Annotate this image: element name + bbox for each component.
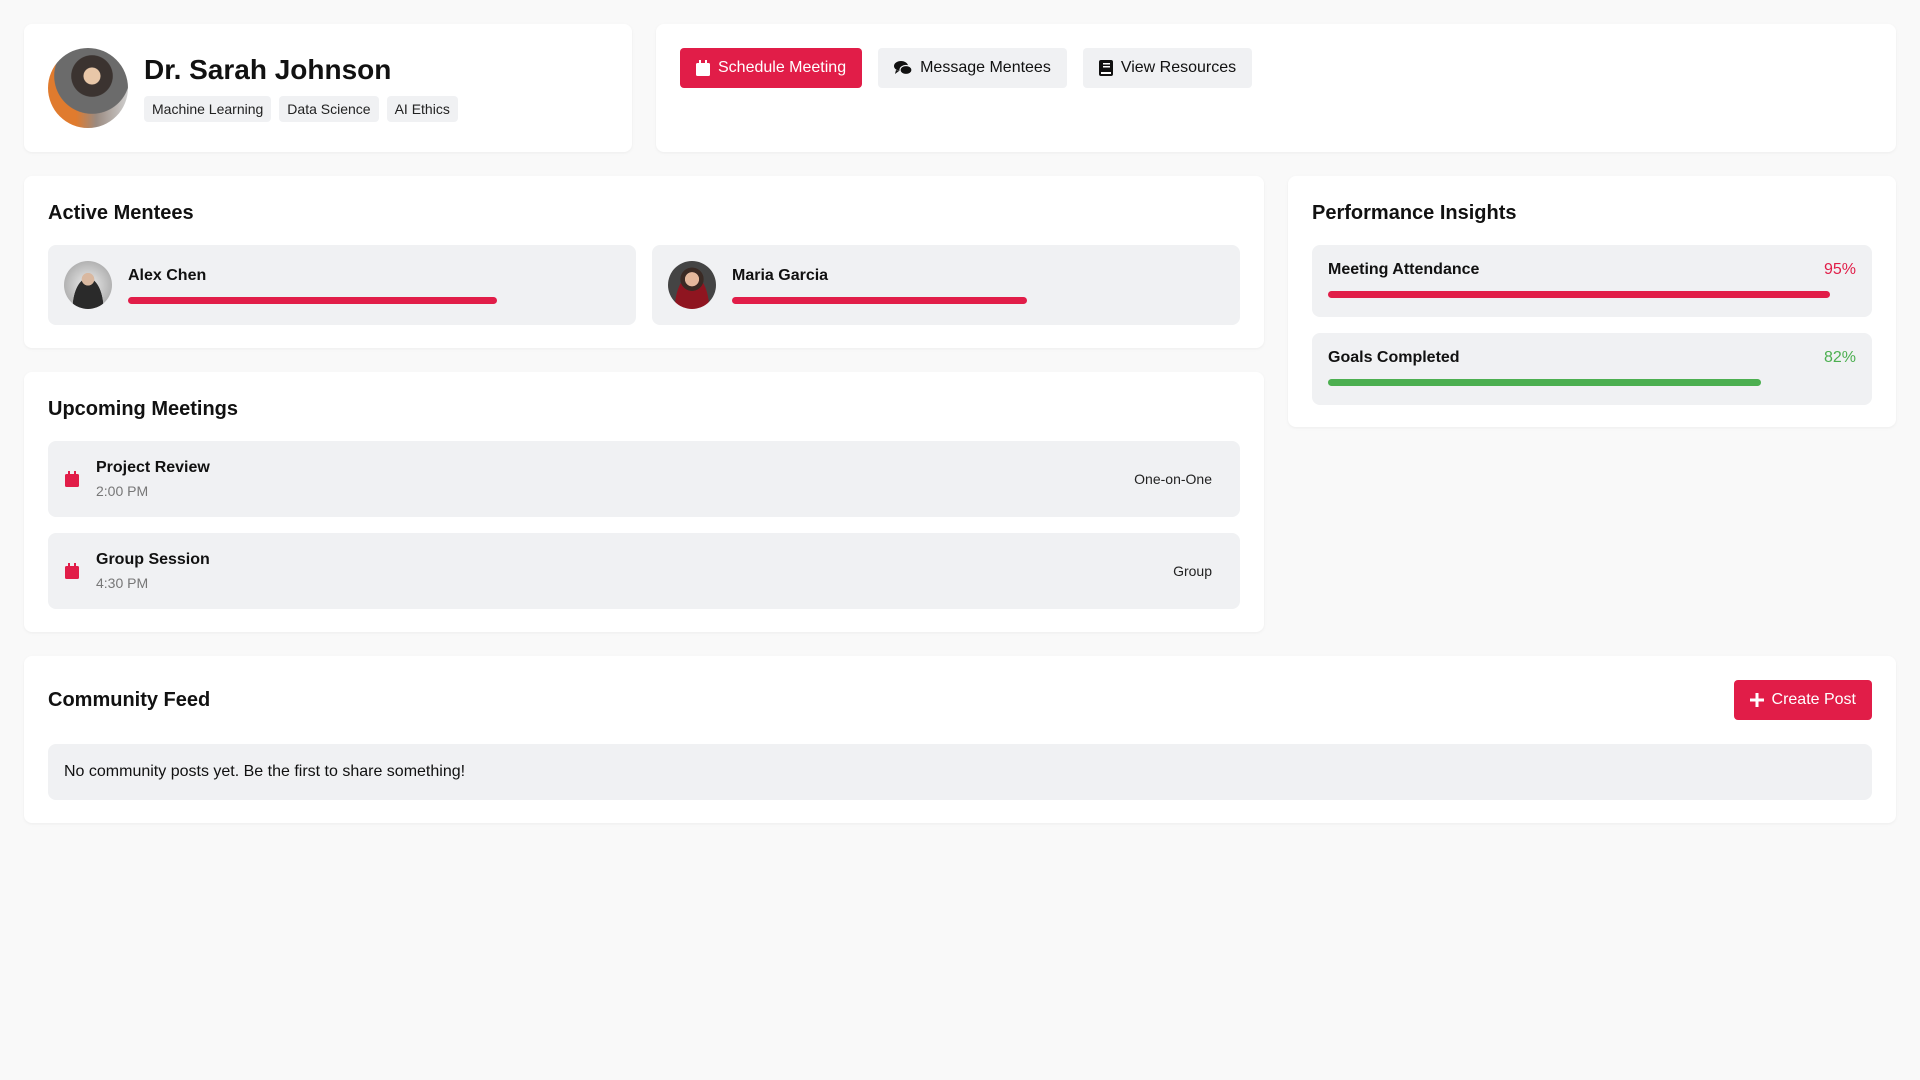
meeting-title: Project Review xyxy=(96,459,210,476)
tag: Machine Learning xyxy=(144,96,272,122)
message-mentees-label: Message Mentees xyxy=(920,59,1051,76)
calendar-icon xyxy=(65,563,79,579)
meeting-item[interactable]: Group Session 4:30 PM Group xyxy=(48,533,1240,609)
metric-progress-bar xyxy=(1328,291,1856,298)
tag: Data Science xyxy=(279,96,379,122)
meeting-item[interactable]: Project Review 2:00 PM One-on-One xyxy=(48,441,1240,517)
create-post-button[interactable]: Create Post xyxy=(1733,680,1872,720)
metric-value: 82% xyxy=(1823,349,1856,366)
actions-card: Schedule Meeting Message Mentees View Re… xyxy=(656,24,1896,152)
view-resources-label: View Resources xyxy=(1120,59,1237,76)
empty-feed-message: No community posts yet. Be the first to … xyxy=(48,744,1872,800)
meeting-time: 2:00 PM xyxy=(96,483,149,499)
metric-progress-bar xyxy=(1328,379,1856,386)
active-mentees-card: Active Mentees Alex Chen Maria Garcia xyxy=(24,176,1264,348)
performance-insights-card: Performance Insights Meeting Attendance … xyxy=(1288,176,1896,427)
meeting-type: Group xyxy=(1173,563,1212,579)
progress-fill xyxy=(1328,379,1761,386)
message-mentees-button[interactable]: Message Mentees xyxy=(878,48,1067,88)
section-title: Active Mentees xyxy=(48,202,194,224)
metric-meeting-attendance: Meeting Attendance 95% xyxy=(1312,245,1872,317)
calendar-icon xyxy=(65,471,79,487)
metric-label: Goals Completed xyxy=(1328,349,1460,366)
mentee-name: Maria Garcia xyxy=(732,266,829,284)
section-title: Upcoming Meetings xyxy=(48,398,239,420)
create-post-label: Create Post xyxy=(1771,691,1856,708)
tag: AI Ethics xyxy=(386,96,458,122)
mentee-avatar xyxy=(668,261,716,309)
mentee-card[interactable]: Alex Chen xyxy=(48,245,636,325)
schedule-meeting-button[interactable]: Schedule Meeting xyxy=(680,48,863,88)
progress-fill xyxy=(128,296,497,304)
mentee-name: Alex Chen xyxy=(128,266,207,284)
metric-value: 95% xyxy=(1823,261,1856,278)
book-icon xyxy=(1098,60,1113,76)
comments-icon xyxy=(894,61,913,76)
schedule-meeting-label: Schedule Meeting xyxy=(718,59,847,76)
calendar-icon xyxy=(696,60,710,76)
profile-card: Dr. Sarah Johnson Machine Learning Data … xyxy=(24,24,632,152)
section-title: Community Feed xyxy=(48,688,211,711)
meeting-time: 4:30 PM xyxy=(96,575,149,591)
meeting-type: One-on-One xyxy=(1134,471,1212,487)
community-feed-card: Community Feed Create Post No community … xyxy=(24,656,1896,823)
profile-name: Dr. Sarah Johnson xyxy=(144,54,392,85)
mentee-avatar xyxy=(64,261,112,309)
progress-fill xyxy=(732,296,1028,304)
upcoming-meetings-card: Upcoming Meetings Project Review 2:00 PM… xyxy=(24,372,1264,632)
metric-goals-completed: Goals Completed 82% xyxy=(1312,333,1872,405)
section-title: Performance Insights xyxy=(1312,202,1517,224)
mentee-progress-bar xyxy=(128,296,620,304)
profile-avatar xyxy=(48,48,128,128)
meeting-title: Group Session xyxy=(96,551,210,568)
mentee-card[interactable]: Maria Garcia xyxy=(652,245,1240,325)
view-resources-button[interactable]: View Resources xyxy=(1082,48,1253,88)
metric-label: Meeting Attendance xyxy=(1328,261,1480,278)
mentee-progress-bar xyxy=(732,296,1224,304)
expertise-tags: Machine Learning Data Science AI Ethics xyxy=(144,96,458,122)
progress-fill xyxy=(1328,291,1830,298)
plus-icon xyxy=(1749,693,1764,707)
